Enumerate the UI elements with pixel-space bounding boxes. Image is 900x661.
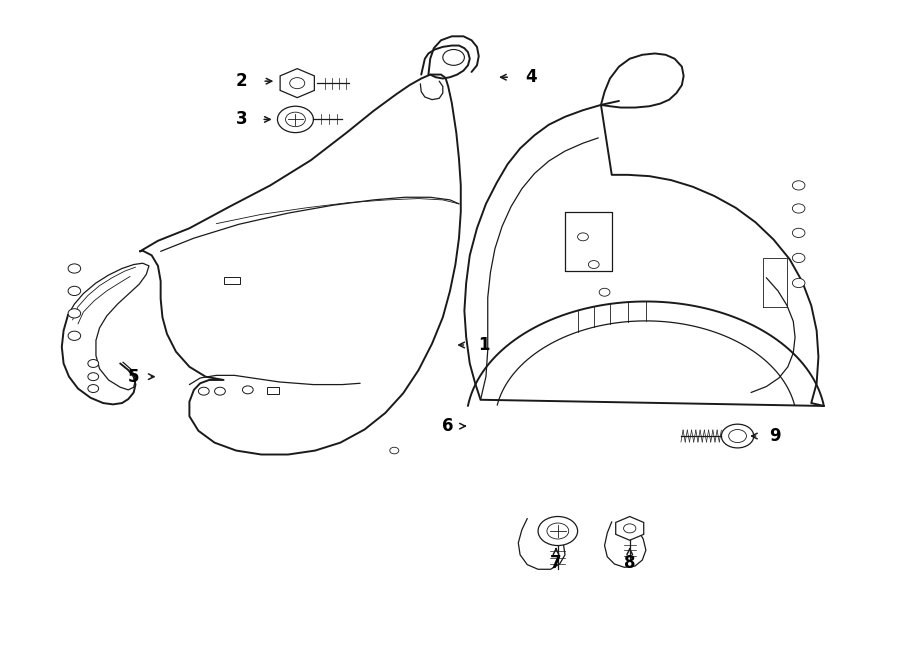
Circle shape bbox=[88, 385, 99, 393]
Text: 2: 2 bbox=[236, 72, 248, 90]
Circle shape bbox=[624, 524, 636, 533]
Circle shape bbox=[290, 77, 305, 89]
Polygon shape bbox=[280, 69, 314, 98]
Text: 1: 1 bbox=[479, 336, 490, 354]
Bar bbox=[266, 387, 279, 394]
Circle shape bbox=[589, 260, 599, 268]
Circle shape bbox=[792, 278, 805, 288]
Circle shape bbox=[214, 387, 225, 395]
Text: 5: 5 bbox=[128, 368, 140, 385]
Circle shape bbox=[68, 309, 81, 318]
Circle shape bbox=[68, 331, 81, 340]
Text: 4: 4 bbox=[525, 68, 536, 86]
Text: 6: 6 bbox=[443, 417, 454, 435]
Polygon shape bbox=[616, 516, 644, 540]
Circle shape bbox=[88, 360, 99, 368]
Text: 9: 9 bbox=[770, 427, 781, 445]
Circle shape bbox=[285, 112, 305, 127]
Bar bbox=[223, 277, 239, 284]
Circle shape bbox=[547, 523, 569, 539]
Circle shape bbox=[792, 228, 805, 237]
Circle shape bbox=[198, 387, 209, 395]
Circle shape bbox=[578, 233, 589, 241]
Circle shape bbox=[277, 106, 313, 133]
Circle shape bbox=[722, 424, 753, 448]
Circle shape bbox=[390, 447, 399, 454]
Circle shape bbox=[729, 430, 746, 443]
Circle shape bbox=[88, 373, 99, 381]
Circle shape bbox=[792, 180, 805, 190]
Circle shape bbox=[792, 204, 805, 213]
Circle shape bbox=[68, 286, 81, 295]
Circle shape bbox=[242, 386, 253, 394]
Text: 3: 3 bbox=[236, 110, 248, 128]
Text: 8: 8 bbox=[624, 554, 635, 572]
Circle shape bbox=[599, 288, 610, 296]
Text: 7: 7 bbox=[550, 554, 562, 572]
Circle shape bbox=[68, 264, 81, 273]
Circle shape bbox=[538, 516, 578, 545]
Circle shape bbox=[443, 50, 464, 65]
Circle shape bbox=[792, 253, 805, 262]
